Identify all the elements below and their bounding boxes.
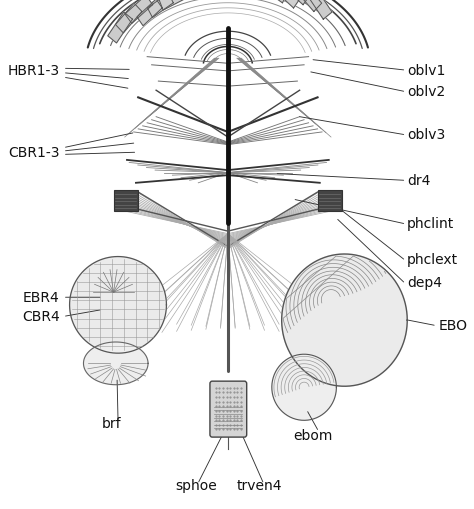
Polygon shape	[159, 0, 185, 11]
Text: HBR1-3: HBR1-3	[8, 64, 60, 78]
FancyBboxPatch shape	[113, 190, 138, 212]
Text: phclint: phclint	[407, 217, 455, 231]
Text: ebom: ebom	[293, 428, 333, 442]
Polygon shape	[274, 0, 300, 9]
Polygon shape	[307, 0, 332, 20]
Polygon shape	[282, 0, 310, 6]
FancyBboxPatch shape	[318, 190, 342, 212]
Polygon shape	[147, 0, 173, 18]
Text: brf: brf	[101, 416, 121, 430]
Polygon shape	[108, 13, 132, 44]
Text: sphoe: sphoe	[175, 478, 218, 492]
Text: dep4: dep4	[407, 275, 442, 290]
Polygon shape	[116, 4, 142, 34]
Text: CBR1-3: CBR1-3	[8, 146, 60, 160]
Polygon shape	[70, 257, 166, 353]
Polygon shape	[272, 354, 337, 420]
Text: EBR4: EBR4	[23, 291, 60, 304]
Text: CBR4: CBR4	[22, 309, 60, 323]
Polygon shape	[83, 343, 148, 385]
Text: oblv3: oblv3	[407, 128, 446, 142]
Text: oblv1: oblv1	[407, 64, 446, 78]
Text: oblv2: oblv2	[407, 85, 446, 99]
Polygon shape	[125, 0, 153, 24]
Text: dr4: dr4	[407, 174, 430, 188]
Polygon shape	[295, 0, 322, 13]
Text: trven4: trven4	[237, 478, 282, 492]
Text: EBO: EBO	[438, 319, 468, 332]
Text: phclext: phclext	[407, 252, 458, 267]
Polygon shape	[137, 0, 162, 26]
Polygon shape	[262, 0, 287, 4]
Polygon shape	[282, 254, 407, 386]
FancyBboxPatch shape	[210, 381, 246, 437]
